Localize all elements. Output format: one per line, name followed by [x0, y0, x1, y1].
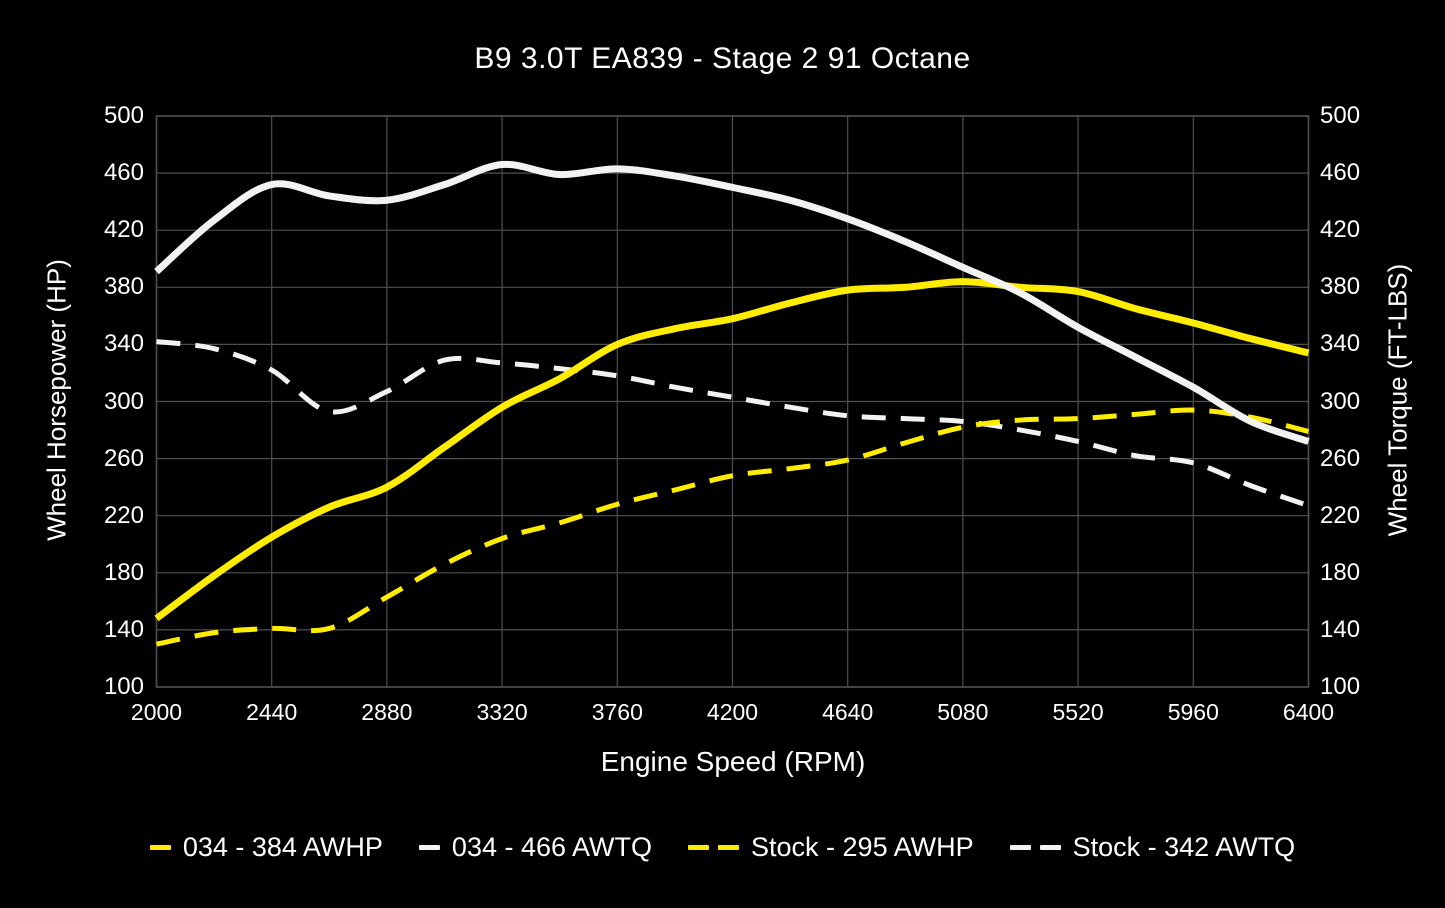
chart-legend: 034 - 384 AWHP 034 - 466 AWTQ Stock - 29… — [0, 832, 1445, 863]
y-right-tick-label: 260 — [1320, 444, 1361, 472]
y-axis-label-left: Wheel Horsepower (HP) — [41, 259, 72, 541]
x-tick-label: 2880 — [361, 699, 413, 725]
legend-marker-yellow-solid — [149, 845, 171, 850]
legend-item-034-awtq: 034 - 466 AWTQ — [418, 832, 653, 863]
y-left-tick-label: 500 — [103, 102, 144, 129]
y-right-tick-label: 380 — [1320, 273, 1361, 301]
y-right-tick-label: 140 — [1320, 615, 1361, 643]
y-right-tick-label: 420 — [1320, 216, 1361, 244]
legend-marker-white-dashed — [1009, 845, 1061, 850]
y-left-tick-label: 460 — [103, 159, 144, 187]
y-right-tick-label: 460 — [1320, 159, 1361, 187]
y-left-tick-label: 180 — [103, 558, 144, 586]
legend-item-stock-awtq: Stock - 342 AWTQ — [1009, 832, 1296, 863]
x-tick-label: 2000 — [130, 699, 183, 725]
legend-label: Stock - 342 AWTQ — [1072, 832, 1296, 862]
y-right-tick-label: 340 — [1320, 330, 1361, 358]
curve-034-awhp — [154, 278, 1310, 622]
y-left-tick-label: 220 — [103, 501, 144, 529]
legend-marker-yellow-dashed — [688, 845, 740, 850]
y-left-tick-label: 260 — [103, 444, 144, 472]
legend-item-034-awhp: 034 - 384 AWHP — [149, 832, 383, 863]
y-right-tick-label: 100 — [1320, 673, 1361, 700]
x-tick-label: 2440 — [246, 699, 298, 725]
y-left-tick-label: 140 — [103, 615, 144, 643]
x-tick-label: 3760 — [591, 699, 643, 725]
legend-label: 034 - 384 AWHP — [182, 832, 383, 862]
y-right-tick-label: 300 — [1320, 387, 1361, 415]
y-left-tick-label: 340 — [103, 330, 144, 358]
y-left-tick-label: 300 — [103, 387, 144, 415]
y-left-tick-label: 380 — [103, 273, 144, 301]
x-tick-label: 3320 — [476, 699, 528, 725]
x-tick-label: 6400 — [1282, 699, 1335, 725]
plot-frame — [155, 115, 1310, 688]
legend-label: 034 - 466 AWTQ — [451, 832, 653, 862]
curve-stock-awtq — [156, 339, 1310, 509]
y-right-tick-label: 180 — [1320, 558, 1361, 586]
legend-marker-white-solid — [418, 845, 440, 850]
y-axis-label-right: Wheel Torque (FT-LBS) — [1382, 263, 1413, 537]
x-tick-label: 5080 — [937, 699, 989, 725]
legend-item-stock-awhp: Stock - 295 AWHP — [688, 832, 974, 863]
y-right-tick-label: 500 — [1320, 102, 1361, 129]
y-left-tick-label: 100 — [103, 673, 144, 700]
curve-stock-awhp — [156, 407, 1310, 647]
y-right-tick-label: 220 — [1320, 501, 1361, 529]
curve-034-awtq — [154, 160, 1310, 445]
x-axis-label: Engine Speed (RPM) — [600, 746, 866, 777]
x-tick-label: 4640 — [822, 699, 874, 725]
x-tick-label: 4200 — [706, 699, 759, 725]
x-tick-label: 5960 — [1167, 699, 1219, 725]
chart-title: B9 3.0T EA839 - Stage 2 91 Octane — [474, 42, 971, 75]
x-tick-label: 5520 — [1052, 699, 1104, 725]
legend-label: Stock - 295 AWHP — [751, 832, 974, 862]
y-left-tick-label: 420 — [103, 216, 144, 244]
